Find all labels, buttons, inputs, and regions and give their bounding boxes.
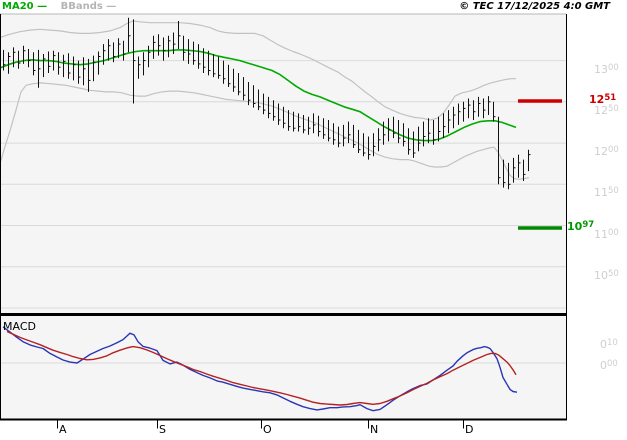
price-axis-label: 1150 [594, 186, 619, 200]
legend-bbands-label: BBands [60, 1, 103, 12]
month-axis-label: O [263, 423, 272, 436]
macd-panel-label: MACD [3, 320, 36, 333]
price-axis-label: 1050 [594, 268, 619, 282]
macd-axis-label: 010 [600, 337, 618, 351]
month-axis-label: S [159, 423, 166, 436]
resistance-level-label: 1251 [589, 93, 617, 106]
month-axis-label: N [370, 423, 379, 436]
price-axis-label: 1250 [594, 103, 619, 117]
price-axis-label: 1300 [594, 62, 619, 76]
legend-ma20-label: MA20 [2, 1, 34, 12]
legend: MA20 — BBands — [2, 1, 116, 12]
month-axis-label: D [465, 423, 474, 436]
bbands-line-swatch-icon: — [106, 1, 117, 12]
month-axis-label: A [59, 423, 67, 436]
macd-axis-label: 000 [600, 359, 618, 372]
price-axis-label: 1200 [594, 145, 619, 159]
ma20-line-swatch-icon: — [37, 1, 48, 12]
copyright-timestamp: © TEC 17/12/2025 4:0 GMT [459, 1, 610, 12]
price-axis-label: 1100 [594, 227, 619, 241]
support-level-label: 1097 [567, 220, 595, 233]
